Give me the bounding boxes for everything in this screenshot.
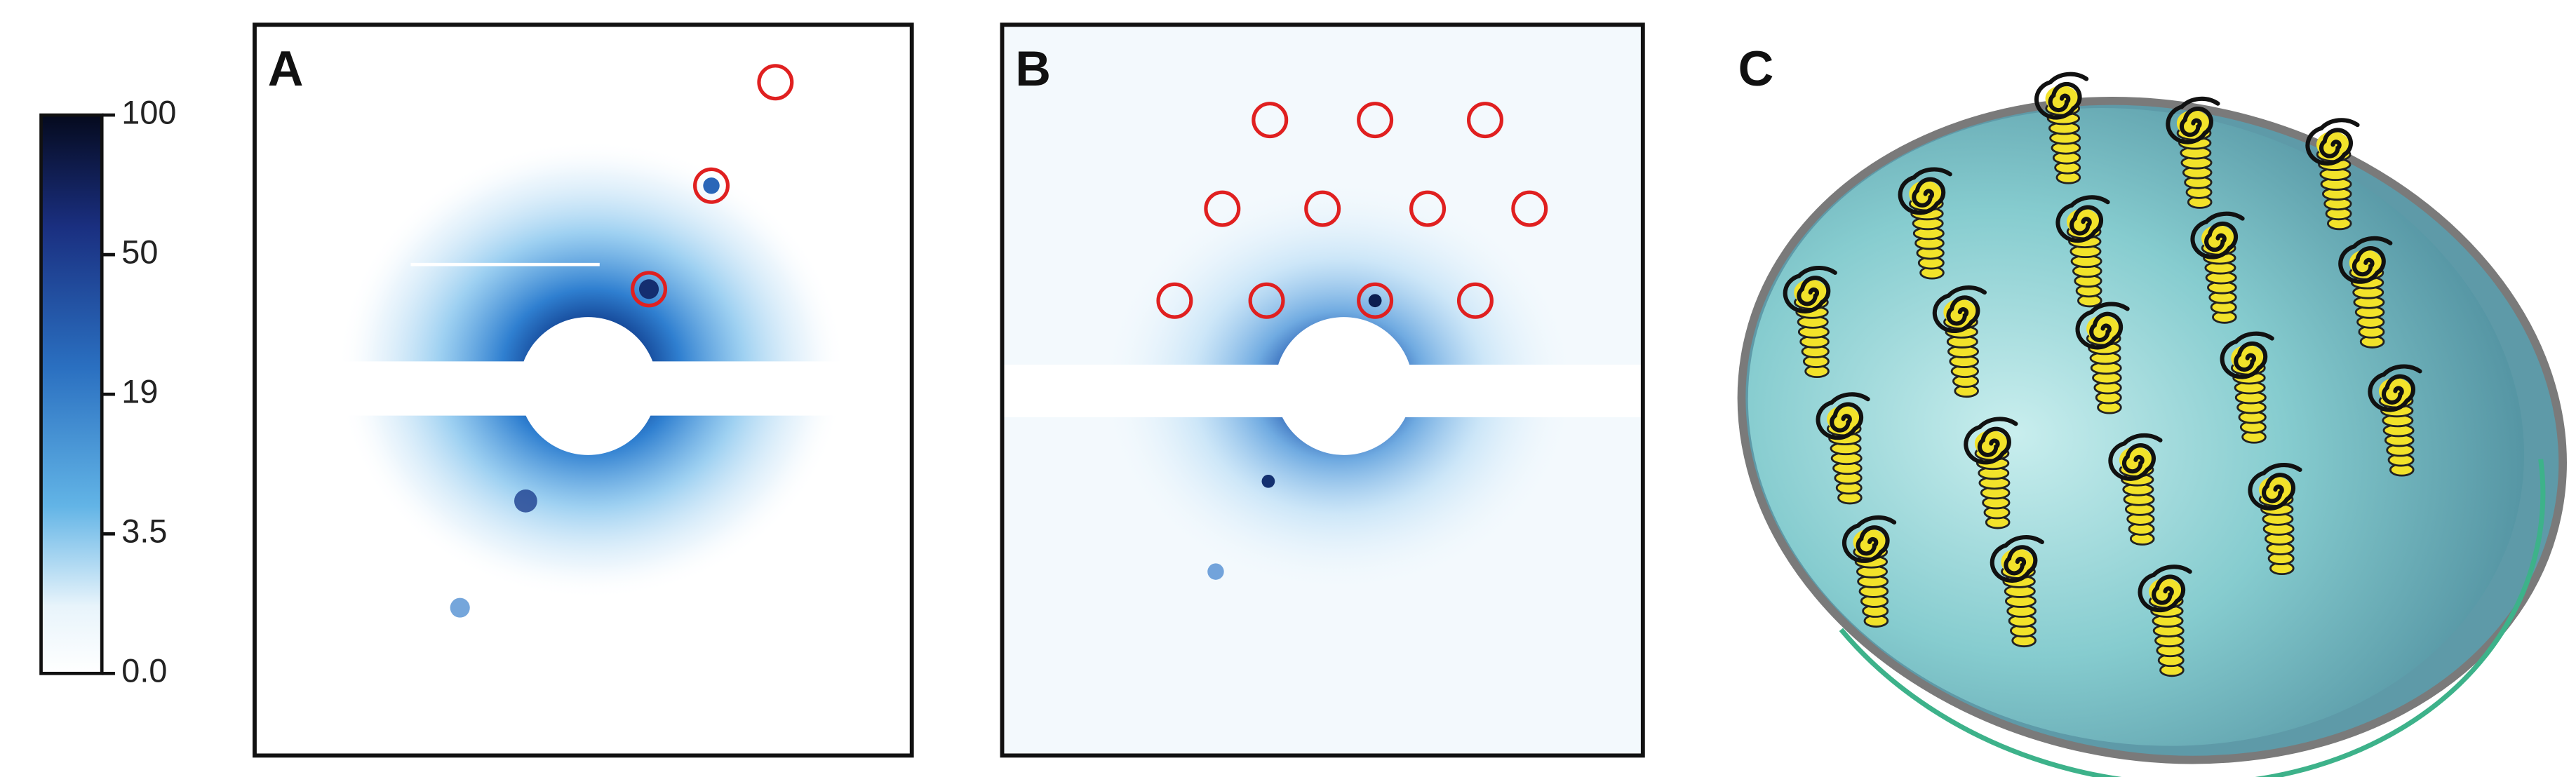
diffraction-b [1002,25,1643,756]
panel-label: C [1738,41,1774,96]
panel-label: A [268,41,304,96]
colorbar-tick-label: 19 [121,374,158,410]
panel-label: B [1015,41,1051,96]
diffraction-a [254,140,912,618]
colorbar-tick-label: 0.0 [121,653,167,689]
panel-frame [253,22,914,758]
bragg-markers [631,64,794,308]
bragg-markers [1156,102,1548,319]
colorbar-tick-label: 3.5 [121,513,167,550]
membrane [1737,97,2567,777]
colorbar-ticks: 100 50 19 3.5 0.0 [102,94,176,689]
colorbar [39,113,104,675]
panel-frame [1000,22,1645,758]
colorbar-tick-label: 50 [121,234,158,271]
colorbar-tick-label: 100 [121,94,176,130]
